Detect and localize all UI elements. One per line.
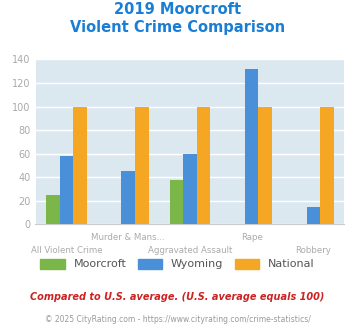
Text: All Violent Crime: All Violent Crime (31, 246, 102, 255)
Bar (320, 107, 334, 224)
Text: Murder & Mans...: Murder & Mans... (91, 233, 165, 242)
Text: Compared to U.S. average. (U.S. average equals 100): Compared to U.S. average. (U.S. average … (30, 292, 325, 302)
Bar (197, 107, 210, 224)
Bar (121, 171, 135, 224)
Bar (307, 207, 320, 224)
Text: 2019 Moorcroft: 2019 Moorcroft (114, 2, 241, 16)
Text: Aggravated Assault: Aggravated Assault (148, 246, 232, 255)
Bar (60, 156, 73, 224)
Text: Robbery: Robbery (295, 246, 332, 255)
Text: Rape: Rape (241, 233, 263, 242)
Text: Violent Crime Comparison: Violent Crime Comparison (70, 20, 285, 35)
Bar (183, 154, 197, 224)
Bar (73, 107, 87, 224)
Legend: Moorcroft, Wyoming, National: Moorcroft, Wyoming, National (37, 255, 318, 273)
Bar (46, 195, 60, 224)
Text: © 2025 CityRating.com - https://www.cityrating.com/crime-statistics/: © 2025 CityRating.com - https://www.city… (45, 315, 310, 324)
Bar (245, 69, 258, 224)
Bar (170, 180, 183, 224)
Bar (258, 107, 272, 224)
Bar (135, 107, 148, 224)
